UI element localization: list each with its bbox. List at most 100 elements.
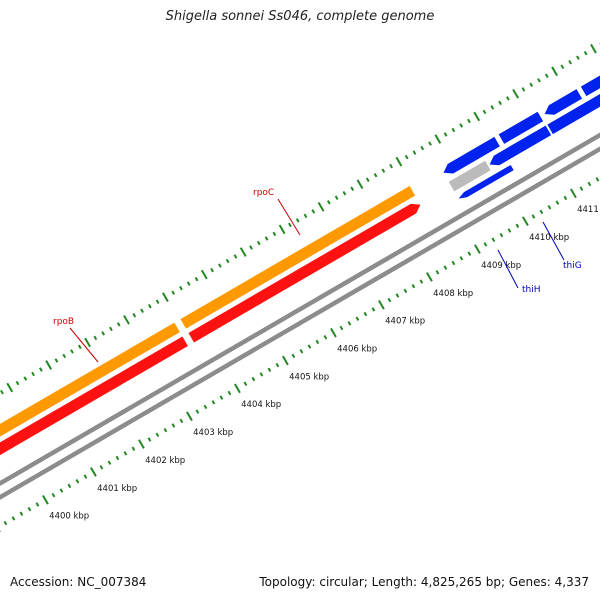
scale-label: 4403 kbp	[193, 428, 233, 438]
scale-tick	[515, 223, 520, 229]
scale-tick	[39, 367, 43, 372]
scale-tick	[15, 380, 20, 386]
scale-tick	[356, 179, 364, 190]
gene-blue-bar	[544, 89, 583, 115]
scale-tick	[99, 465, 104, 470]
scale-tick	[547, 205, 552, 210]
scale-tick	[483, 242, 488, 247]
scale-label: 4405 kbp	[289, 372, 329, 382]
scale-tick	[251, 376, 256, 382]
scale-tick	[3, 520, 8, 526]
scale-tick	[560, 64, 565, 69]
gene-blue-bar	[580, 75, 600, 97]
scale-tick	[412, 150, 417, 155]
scale-tick	[45, 360, 53, 370]
scale-tick	[23, 376, 28, 381]
scale-tick	[140, 308, 144, 313]
scale-tick	[420, 145, 425, 151]
scale-tick	[291, 353, 296, 359]
gene-rpoC-bar	[180, 186, 416, 329]
scale-tick	[115, 455, 120, 461]
scale-tick	[311, 209, 316, 214]
scale-tick	[434, 134, 442, 144]
scale-tick	[179, 418, 184, 424]
scale-tick	[147, 304, 152, 309]
scale-tick	[272, 231, 277, 237]
scale-tick	[123, 314, 130, 325]
scale-tick	[109, 326, 113, 332]
scale-tick	[467, 251, 472, 256]
scale-tick	[365, 177, 370, 182]
scale-tick	[473, 111, 481, 122]
scale-tick	[211, 400, 216, 405]
scale-tick	[275, 362, 280, 368]
scale-tick	[595, 177, 600, 182]
scale-tick	[194, 276, 199, 282]
scale-tick	[563, 195, 568, 201]
scale-tick	[363, 311, 368, 317]
scale-tick	[83, 474, 88, 479]
scale-tick	[355, 316, 360, 321]
gene-gray-bar	[448, 160, 491, 192]
genome-backbone-line	[0, 132, 600, 487]
scale-tick	[544, 73, 549, 79]
scale-tick	[507, 228, 512, 233]
scale-tick	[6, 382, 14, 393]
scale-tick	[93, 335, 98, 341]
scale-tick	[583, 50, 588, 56]
scale-tick	[239, 247, 247, 257]
scale-tick	[62, 353, 67, 359]
scale-tick	[267, 367, 272, 373]
scale-tick	[90, 467, 97, 477]
scale-tick	[299, 348, 304, 354]
scale-tick	[35, 502, 40, 507]
scale-label: 4411 kbp	[577, 205, 600, 215]
scale-tick	[499, 232, 504, 238]
scale-tick	[539, 209, 544, 215]
scale-tick	[529, 82, 534, 88]
scale-tick	[435, 270, 440, 275]
scale-tick	[482, 109, 487, 115]
scale-label: 4406 kbp	[337, 345, 377, 355]
gene-red-bar	[0, 336, 188, 456]
scale-tick	[350, 186, 355, 191]
scale-tick	[19, 511, 24, 517]
scale-tick	[459, 256, 464, 261]
scale-tick	[339, 325, 344, 331]
gene-thiG-bar	[489, 125, 552, 166]
scale-tick	[491, 237, 496, 242]
scale-tick	[307, 344, 312, 349]
scale-tick	[11, 516, 16, 521]
scale-tick	[579, 186, 584, 191]
scale-tick	[155, 299, 160, 304]
scale-tick	[531, 214, 536, 219]
gene-thiH-bar	[443, 136, 500, 174]
scale-tick	[75, 479, 80, 484]
scale-tick	[570, 188, 577, 199]
scale-tick	[411, 283, 416, 289]
scale-label: 4400 kbp	[49, 512, 89, 522]
scale-tick	[249, 245, 253, 250]
scale-tick	[443, 132, 448, 137]
scale-tick	[521, 87, 526, 92]
scale-tick	[426, 272, 433, 282]
scale-tick	[107, 460, 112, 465]
scale-tick	[77, 344, 82, 350]
scale-tick	[537, 78, 541, 83]
scale-tick	[67, 483, 72, 489]
scale-tick	[147, 437, 152, 442]
genome-backbone-line	[0, 146, 600, 500]
scale-tick	[59, 488, 64, 493]
scale-tick	[195, 409, 200, 414]
scale-tick	[200, 269, 208, 280]
scale-tick	[123, 451, 128, 456]
scale-label: 4409 kbp	[481, 261, 521, 271]
scale-label: 4410 kbp	[529, 233, 569, 243]
scale-tick	[512, 89, 520, 99]
gene-red-bar	[188, 203, 421, 343]
scale-tick	[278, 224, 286, 235]
scale-tick	[522, 216, 529, 226]
scale-tick	[467, 118, 471, 124]
scale-tick	[70, 349, 74, 354]
